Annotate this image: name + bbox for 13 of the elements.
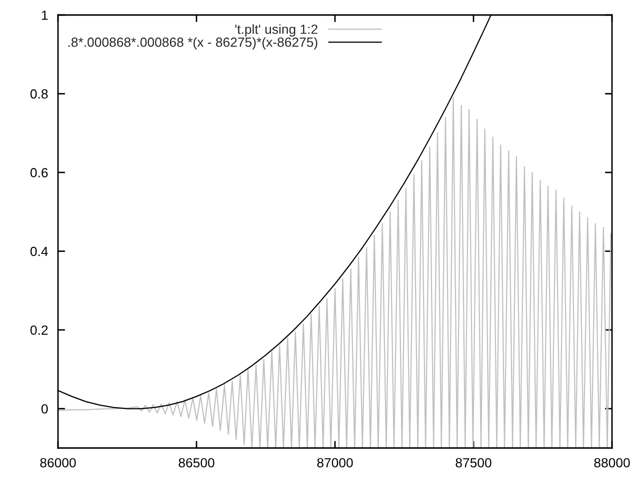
y-tick-label: 0.2 [30,325,48,335]
y-tick-label: 0.4 [30,246,48,256]
y-tick-label: 1 [42,10,48,20]
x-tick-label: 88000 [594,458,630,468]
x-tick-label: 87000 [317,458,353,468]
y-tick-label: 0.6 [30,168,48,178]
x-tick-label: 87500 [456,458,492,468]
x-tick-label: 86500 [178,458,214,468]
x-tick-label: 86000 [40,458,76,468]
legend-label: 't.plt' using 1:2 [235,24,318,37]
y-tick-label: 0 [41,404,48,414]
legend-label: .8*.000868*.000868 *(x - 86275)*(x-86275) [68,37,318,50]
y-tick-label: 0.8 [30,89,48,99]
